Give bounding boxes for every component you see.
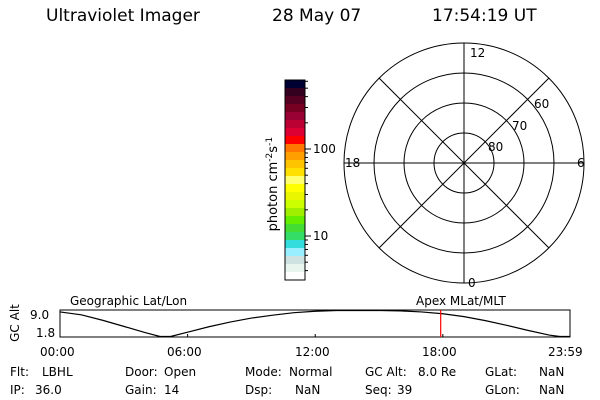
altitude-plot [59, 309, 571, 338]
x-tick-12: 12:00 [295, 345, 330, 359]
status-value: NaN [539, 365, 565, 379]
status-label: Flt: [10, 365, 29, 379]
x-tick-6: 06:00 [167, 345, 202, 359]
instrument-title: Ultraviolet Imager [46, 6, 200, 26]
colorbar-band [285, 136, 305, 145]
colorbar-tick-100: 100 [313, 142, 336, 156]
mlt-label-18: 18 [345, 156, 361, 170]
status-value: 39 [397, 383, 413, 397]
colorbar-band [285, 152, 305, 161]
y-tick-1.8: 1.8 [36, 326, 56, 340]
polar-plot [343, 42, 585, 284]
status-value: 36.0 [35, 383, 62, 397]
x-tick-2359: 23:59 [548, 345, 583, 359]
status-value: Normal [289, 365, 333, 379]
colorbar-band [285, 192, 305, 201]
colorbar-band [285, 272, 305, 281]
colorbar [284, 79, 311, 281]
status-value: LBHL [42, 365, 73, 379]
y-axis-label: GC Alt [8, 304, 22, 342]
colorbar-band [285, 224, 305, 233]
lat-label-70: 70 [512, 119, 528, 133]
colorbar-frame [284, 79, 306, 281]
status-label: Mode: [245, 365, 282, 379]
colorbar-band [285, 184, 305, 193]
colorbar-band [285, 104, 305, 113]
status-label: Dsp: [245, 383, 273, 397]
status-label: Door: [125, 365, 158, 379]
colorbar-band [285, 80, 305, 89]
lat-label-80: 80 [488, 140, 504, 154]
x-tick-18: 18:00 [422, 345, 457, 359]
status-value: Open [164, 365, 197, 379]
colorbar-band [285, 144, 305, 153]
date-label: 28 May 07 [272, 6, 362, 26]
plot-title-right: Apex MLat/MLT [416, 294, 506, 308]
mlt-label-0: 0 [468, 276, 476, 290]
status-value: NaN [539, 383, 565, 397]
colorbar-band [285, 200, 305, 209]
plot-frame [59, 309, 571, 338]
colorbar-label: photon cm-2s-1 [264, 136, 282, 232]
mlt-diagonal [378, 77, 550, 249]
mlt-label-12: 12 [470, 46, 486, 60]
colorbar-band [285, 88, 305, 97]
status-value: 14 [164, 383, 180, 397]
colorbar-band [285, 256, 305, 265]
colorbar-band [285, 264, 305, 273]
x-tick-0: 00:00 [40, 345, 75, 359]
status-label: GC Alt: [365, 365, 407, 379]
colorbar-band [285, 96, 305, 105]
colorbar-band [285, 216, 305, 225]
colorbar-band [285, 232, 305, 241]
colorbar-tick-10: 10 [313, 229, 329, 243]
colorbar-band [285, 128, 305, 137]
status-value: NaN [295, 383, 321, 397]
colorbar-band [285, 120, 305, 129]
plot-title-left: Geographic Lat/Lon [70, 294, 188, 308]
status-value: 8.0 Re [418, 365, 457, 379]
colorbar-band [285, 112, 305, 121]
status-label: GLon: [485, 383, 520, 397]
y-tick-9: 9.0 [30, 308, 50, 322]
lat-label-60: 60 [534, 97, 550, 111]
colorbar-band [285, 208, 305, 217]
status-label: GLat: [485, 365, 518, 379]
mlt-label-6: 6 [577, 156, 585, 170]
status-label: Gain: [125, 383, 157, 397]
altitude-line [59, 309, 570, 338]
colorbar-band [285, 160, 305, 169]
colorbar-band [285, 240, 305, 249]
time-label: 17:54:19 UT [432, 6, 537, 26]
status-label: Seq: [365, 383, 392, 397]
colorbar-band [285, 168, 305, 177]
colorbar-band [285, 176, 305, 185]
status-label: IP: [10, 383, 25, 397]
colorbar-band [285, 248, 305, 257]
